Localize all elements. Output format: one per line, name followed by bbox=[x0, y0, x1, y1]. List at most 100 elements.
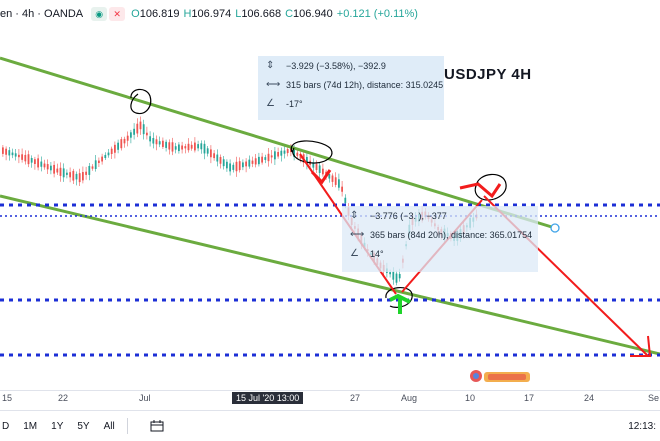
candle bbox=[203, 143, 206, 154]
candle bbox=[34, 159, 36, 165]
candle bbox=[14, 153, 17, 157]
legend-buttons: ◉ ✕ bbox=[91, 7, 126, 21]
candle bbox=[126, 135, 129, 141]
candle bbox=[254, 158, 257, 165]
range-1m-button[interactable]: 1M bbox=[23, 420, 38, 432]
price-range-icon: ⇕ bbox=[350, 210, 359, 221]
candle bbox=[242, 162, 244, 168]
candle bbox=[194, 142, 196, 151]
trendline-handle bbox=[550, 223, 560, 233]
angle-icon: ∠ bbox=[350, 248, 359, 259]
candle bbox=[123, 138, 126, 144]
candle bbox=[11, 152, 14, 156]
candle bbox=[94, 160, 97, 170]
price-range-icon: ⇕ bbox=[266, 60, 275, 71]
candle bbox=[104, 154, 107, 159]
range-d-button[interactable]: D bbox=[2, 420, 10, 432]
calendar-icon[interactable] bbox=[150, 420, 164, 432]
divider bbox=[126, 418, 128, 434]
candle bbox=[261, 156, 263, 163]
candle bbox=[139, 121, 142, 130]
close-label: C bbox=[285, 8, 294, 20]
candle bbox=[229, 163, 231, 172]
watermark-logo bbox=[470, 370, 530, 382]
change-value: +0.121 (+0.11%) bbox=[336, 8, 418, 20]
time-axis[interactable]: 15 22 Jul 15 Jul '20 13:00 27 Aug 10 17 … bbox=[0, 390, 660, 407]
bars-range-icon: ⟷ bbox=[350, 229, 365, 240]
candle bbox=[213, 153, 215, 159]
candle bbox=[149, 136, 151, 142]
candle bbox=[187, 143, 190, 151]
candle bbox=[120, 139, 123, 149]
candle bbox=[235, 161, 238, 172]
candle bbox=[184, 146, 187, 149]
candle bbox=[43, 163, 46, 168]
measure-box-top[interactable]: ⇕ −3.929 (−3.58%), −392.9 ⟷ 315 bars (74d … bbox=[258, 56, 444, 120]
candle bbox=[59, 167, 62, 176]
candle bbox=[338, 179, 340, 188]
candle bbox=[162, 140, 164, 147]
candle bbox=[40, 161, 43, 167]
xaxis-label: Se bbox=[648, 393, 660, 403]
measure-box-bottom[interactable]: ⇕ −3.776 (−3. ), −377 ⟷ 365 bars (84d 20h)… bbox=[342, 206, 538, 272]
candle bbox=[8, 150, 11, 156]
candle bbox=[395, 273, 398, 283]
candle bbox=[232, 164, 235, 170]
candle bbox=[75, 173, 78, 180]
candle bbox=[130, 132, 132, 138]
high-value: 106.974 bbox=[191, 8, 232, 20]
lower-trendline bbox=[0, 194, 660, 356]
candle bbox=[341, 186, 343, 192]
symbol-header: en · 4h · OANDA ◉ ✕ O106.819 H106.974 L1… bbox=[0, 4, 418, 24]
candle bbox=[37, 158, 39, 168]
close-value: 106.940 bbox=[293, 8, 333, 20]
candle bbox=[2, 147, 4, 154]
candle bbox=[398, 273, 401, 279]
candle bbox=[248, 159, 251, 167]
low-label: L bbox=[235, 8, 242, 20]
candle bbox=[117, 142, 119, 150]
candle bbox=[328, 174, 331, 179]
xaxis-label: Jul bbox=[139, 393, 151, 403]
candle bbox=[85, 171, 87, 175]
eye-icon[interactable]: ◉ bbox=[91, 7, 108, 21]
bars-range-icon: ⟷ bbox=[266, 79, 281, 90]
candle bbox=[171, 142, 174, 152]
candle bbox=[274, 151, 276, 160]
candle bbox=[331, 175, 334, 182]
xaxis-label: 17 bbox=[524, 393, 535, 403]
candle bbox=[72, 170, 75, 181]
candle bbox=[280, 150, 283, 156]
candle bbox=[53, 164, 55, 174]
measure-bottom-angle: 14° bbox=[370, 248, 384, 259]
measure-bottom-change: −3.776 (−3. ), −377 bbox=[370, 210, 447, 221]
candle bbox=[158, 141, 161, 145]
low-value: 106.668 bbox=[241, 8, 282, 20]
clock-time[interactable]: 12:13: bbox=[628, 420, 656, 432]
range-5y-button[interactable]: 5Y bbox=[77, 420, 90, 432]
candle bbox=[27, 154, 30, 165]
close-icon[interactable]: ✕ bbox=[109, 7, 126, 21]
symbol-label[interactable]: en · 4h · OANDA bbox=[0, 8, 84, 20]
candle bbox=[206, 148, 209, 154]
range-all-button[interactable]: All bbox=[103, 420, 115, 432]
circle-mark-2 bbox=[290, 140, 333, 164]
candle bbox=[5, 148, 7, 155]
candle bbox=[216, 154, 219, 162]
candle bbox=[210, 149, 212, 158]
candle bbox=[152, 137, 155, 144]
candle bbox=[50, 165, 52, 171]
xaxis-label: Aug bbox=[401, 393, 418, 403]
arrow-down-2-head bbox=[630, 335, 652, 357]
measure-top-angle: -17° bbox=[286, 98, 303, 109]
open-label: O bbox=[131, 8, 140, 20]
candle bbox=[146, 132, 148, 136]
candle bbox=[200, 143, 203, 150]
range-toolbar: D 1M 1Y 5Y All 12:13: bbox=[0, 410, 660, 441]
candle bbox=[46, 164, 49, 170]
candle bbox=[62, 168, 65, 178]
candle bbox=[181, 145, 183, 150]
candle bbox=[136, 123, 139, 134]
candle bbox=[258, 156, 260, 165]
range-1y-button[interactable]: 1Y bbox=[51, 420, 64, 432]
